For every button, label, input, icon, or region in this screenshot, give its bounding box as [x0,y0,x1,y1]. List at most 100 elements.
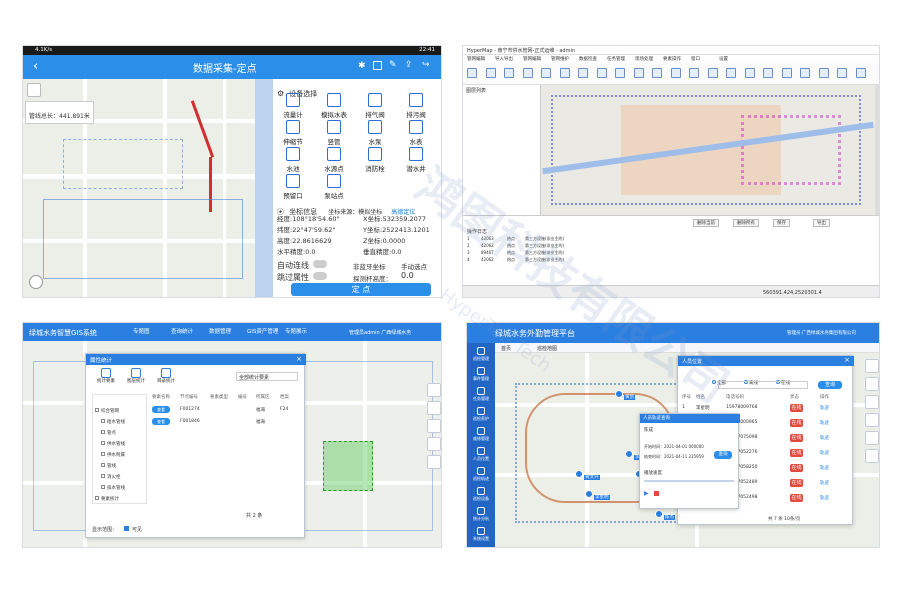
gis-nav-item[interactable]: GIS资产管理 [247,329,279,335]
view-button[interactable]: 查看 [152,406,170,413]
tree-item[interactable]: 要素统计 [95,485,119,504]
tree-item[interactable]: 供水附属 [101,441,125,460]
menu-item[interactable]: 窗口 [691,57,700,62]
toolbar-tool-icon[interactable] [559,68,570,78]
locate-icon[interactable] [29,275,43,289]
person-filter-tab[interactable]: 在线 [776,369,790,388]
measure-icon[interactable] [427,419,441,433]
toolbar-tool-icon[interactable] [596,68,607,78]
field-sidebar-item[interactable]: 巡检养护 [467,405,495,425]
toolbar-tool-icon[interactable] [522,68,533,78]
measure-icon[interactable] [865,431,879,445]
layers-icon[interactable] [865,413,879,427]
stat-tab[interactable]: 图层统计 [122,368,150,390]
device-item[interactable]: 潜水井 [400,145,432,175]
layers-icon[interactable] [27,83,41,97]
bluetooth-icon[interactable]: ✱ [358,61,366,71]
zoom-out-icon[interactable] [427,401,441,415]
fullscreen-icon[interactable] [865,359,879,373]
field-sidebar-item[interactable]: 巡检设备 [467,485,495,505]
person-marker[interactable]: 黄文兴 [575,463,600,482]
toolbar-tool-icon[interactable] [670,68,681,78]
field-sidebar-item[interactable]: 巡检轨迹 [467,465,495,485]
tree-checkbox[interactable] [101,485,105,489]
print-icon[interactable] [427,455,441,469]
field-sidebar-item[interactable]: 维修管理 [467,425,495,445]
manual-select-label[interactable]: 手动选点 [401,263,427,271]
coord-source-action[interactable]: 高德定位 [391,209,416,216]
skip-attr-toggle[interactable] [313,272,327,280]
tree-checkbox[interactable] [101,419,105,423]
gis-nav-item[interactable]: 查询统计 [171,329,194,335]
device-item[interactable]: 水泵 [359,118,391,148]
tree-item[interactable]: 管线 [101,452,116,471]
auto-connect-toggle[interactable] [313,260,327,268]
field-user[interactable]: 管理员·广西绿城水务集团有限公司 [787,331,856,336]
locate-icon[interactable] [865,449,879,463]
zoom-out-icon[interactable] [865,395,879,409]
device-item[interactable]: 泵站点 [318,172,350,202]
log-action-button[interactable]: 删除所有 [733,219,759,227]
tree-checkbox[interactable] [101,430,105,434]
device-item[interactable]: 排气阀 [359,91,391,121]
stat-tab[interactable]: 目录统计 [152,368,180,390]
field-sidebar-item[interactable]: 任务管理 [467,385,495,405]
submit-point-button[interactable]: 定 点 [291,283,431,296]
toolbar-tool-icon[interactable] [763,68,773,78]
toolbar-tool-icon[interactable] [744,68,755,78]
toolbar-tool-icon[interactable] [726,68,736,78]
toolbar-tool-icon[interactable] [689,68,699,78]
device-item[interactable]: 水表 [400,118,432,148]
share-icon[interactable]: ↪ [422,60,430,70]
tree-checkbox[interactable] [101,441,105,445]
toolbar-tool-icon[interactable] [855,68,866,78]
desktop-map-view[interactable] [541,85,875,215]
device-item[interactable]: 消防栓 [359,145,391,175]
tree-checkbox[interactable] [101,474,105,478]
save-icon[interactable] [373,61,382,70]
device-item[interactable]: 水池 [277,145,309,175]
zoom-in-icon[interactable] [865,377,879,391]
menu-item[interactable]: 管网编辑 [523,57,541,62]
close-icon[interactable]: × [296,355,302,363]
trace-link[interactable]: 轨迹 [820,466,829,471]
log-action-button[interactable]: 删除当前 [693,219,719,227]
device-item[interactable]: 预留口 [277,172,309,202]
trace-start[interactable]: 开始时间：2021-04-01 000000 [644,444,704,449]
toolbar-tool-icon[interactable] [485,68,496,78]
stop-icon[interactable] [654,491,659,496]
toolbar-tool-icon[interactable] [837,68,847,78]
map-view[interactable]: 管线总长：441.891米 [23,79,273,297]
stat-tab[interactable]: 统计要素 [92,368,120,390]
device-item[interactable]: 模拟水表 [318,91,350,121]
edit-icon[interactable]: ✎ [389,60,397,70]
field-tab[interactable]: 巡检地图 [537,346,558,352]
trace-link[interactable]: 轨迹 [820,421,829,426]
person-marker[interactable]: 陈杰 [655,503,675,522]
toolbar-tool-icon[interactable] [467,68,477,78]
field-sidebar-item[interactable]: 系统设置 [467,525,495,545]
tree-item[interactable]: 给水管线 [101,408,125,427]
person-search-input[interactable] [718,381,808,389]
field-sidebar-item[interactable]: 人员位置 [467,445,495,465]
field-sidebar-item[interactable]: 统计分析 [467,505,495,525]
toolbar-tool-icon[interactable] [541,68,551,78]
toolbar-tool-icon[interactable] [818,68,829,78]
gis-nav-item[interactable]: 专题图 [133,329,150,335]
menu-item[interactable]: 管网编辑 [467,57,485,62]
tree-item[interactable]: 排水管线 [101,474,125,493]
field-sidebar-item[interactable]: 巡检管理 [467,345,495,365]
zoom-in-icon[interactable] [427,383,441,397]
person-filter-tab[interactable]: 离线 [744,369,758,388]
toolbar-tool-icon[interactable] [707,68,718,78]
device-item[interactable]: 流量计 [277,91,309,121]
toolbar-tool-icon[interactable] [633,68,644,78]
trace-link[interactable]: 轨迹 [820,496,829,501]
trace-end[interactable]: 结束时间：2021-04-11 235959 [644,454,704,459]
tree-item[interactable]: 综合管网 [95,397,119,416]
person-filter-tab[interactable]: 全部 [712,369,726,388]
log-action-button[interactable]: 导出 [813,219,830,227]
menu-item[interactable]: 任务管理 [607,57,625,62]
toolbar-tool-icon[interactable] [652,68,662,78]
tree-checkbox[interactable] [101,463,105,467]
